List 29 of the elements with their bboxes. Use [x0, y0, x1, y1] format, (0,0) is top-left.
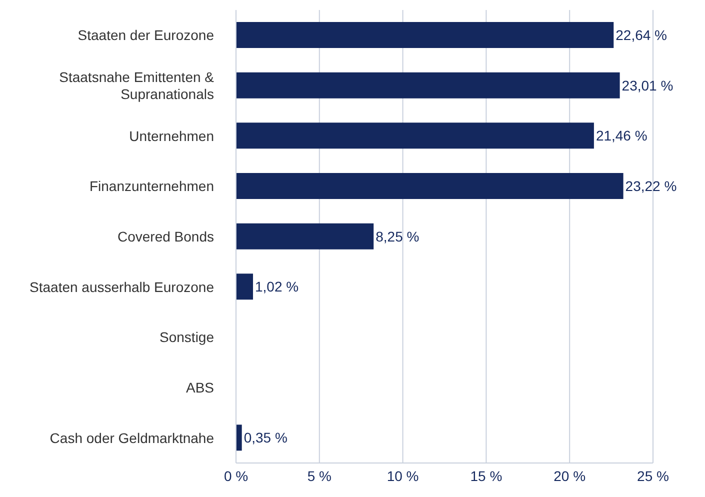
y-tick-label: Covered Bonds: [117, 228, 214, 244]
x-tick-label: 10 %: [386, 468, 419, 484]
y-tick-label: Staaten der Eurozone: [78, 27, 214, 44]
x-tick-label: 5 %: [307, 468, 332, 484]
x-tick-label: 15 %: [470, 468, 502, 484]
x-tick-label: 0 %: [224, 468, 248, 484]
data-label: 1,02 %: [255, 278, 299, 295]
y-tick-label: Staaten ausserhalb Eurozone: [30, 278, 214, 295]
y-tick-label: Staatsnahe Emittenten & Supranationals: [59, 69, 215, 102]
bar: [236, 274, 254, 300]
y-tick-label: Cash oder Geldmarktnahe: [50, 430, 214, 446]
bar: [236, 173, 624, 199]
x-tick-label: 25 %: [637, 468, 669, 484]
x-tick-label: 20 %: [554, 468, 586, 484]
data-label: 21,46 %: [596, 128, 648, 144]
y-tick-label: Sonstige: [160, 329, 214, 346]
y-tick-label: Finanzunternehmen: [89, 178, 214, 194]
bar: [236, 223, 374, 250]
bar: [236, 72, 620, 98]
bar: [236, 424, 242, 451]
data-label: 0,35 %: [244, 430, 288, 446]
data-label: 8,25 %: [376, 228, 420, 244]
bar: [236, 22, 614, 48]
y-tick-label: ABS: [186, 380, 214, 396]
bar: [236, 122, 594, 149]
y-tick-label: Unternehmen: [129, 128, 214, 144]
data-label: 23,22 %: [625, 178, 677, 194]
data-label: 22,64 %: [616, 26, 668, 43]
data-label: 23,01 %: [622, 77, 674, 94]
